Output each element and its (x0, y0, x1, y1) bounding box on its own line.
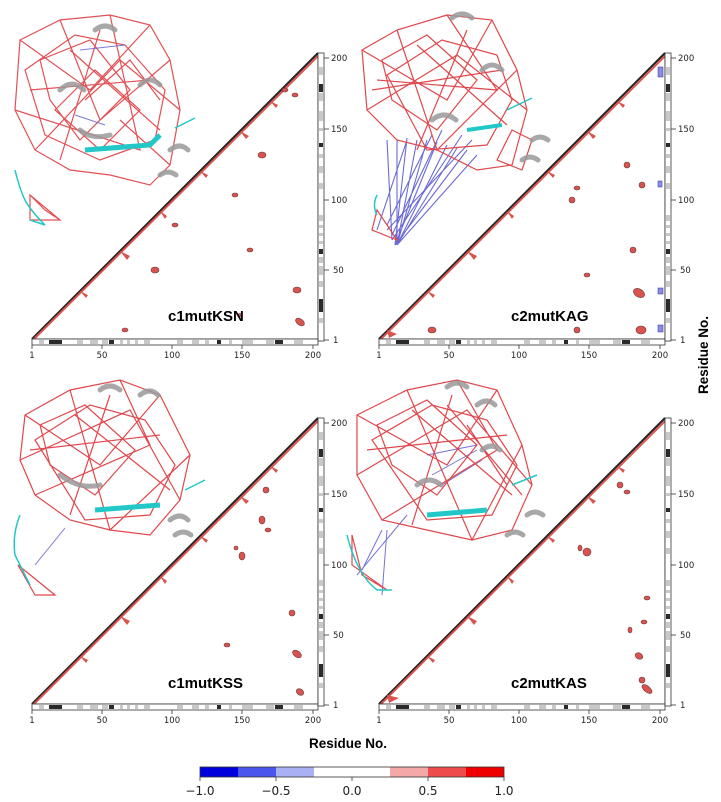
contour-map (121, 87, 305, 333)
x-tick-150: 150 (581, 351, 597, 361)
y-tick-100: 100 (678, 196, 694, 206)
x-axis-title: Residue No. (309, 736, 387, 751)
y-tick-100: 100 (331, 196, 347, 206)
x-tick-100: 100 (164, 351, 180, 361)
y-axis (671, 57, 676, 341)
y-tick-200: 200 (678, 419, 694, 429)
x-tick-50: 50 (444, 716, 455, 726)
y-tick-100: 100 (331, 561, 347, 571)
x-tick-150: 150 (234, 716, 250, 726)
x-tick-1: 1 (29, 351, 34, 361)
y-tick-150: 150 (331, 125, 347, 135)
x-axis (31, 345, 314, 349)
x-tick-100: 100 (511, 351, 527, 361)
y-tick-50: 50 (680, 631, 691, 641)
panel-c2mutKAG: 1 50 100 150 200 1 50 100 150 200 c2mutK… (361, 11, 694, 361)
panel-c2mutKAS: 1 50 100 150 200 1 50 100 150 200 c2mutK… (346, 379, 694, 726)
diagonal-band (378, 52, 666, 340)
contour-map (223, 486, 305, 696)
x-tick-1: 1 (376, 716, 381, 726)
y-tick-200: 200 (678, 54, 694, 64)
diagonal-band (378, 417, 666, 705)
protein-structure (13, 379, 206, 596)
panel-label: c1mutKSN (168, 308, 244, 325)
colorbar-label-neg1: −1.0 (185, 784, 214, 798)
y-tick-50: 50 (680, 266, 691, 276)
colorbar-label-neg05: −0.5 (261, 784, 290, 798)
y-tick-1: 1 (333, 336, 338, 346)
x-tick-100: 100 (511, 716, 527, 726)
y-axis (671, 422, 676, 706)
negative-contours (657, 66, 664, 333)
x-tick-1: 1 (376, 351, 381, 361)
panel-c1mutKSS: 1 50 100 150 200 1 50 100 150 200 c1mutK… (13, 379, 347, 726)
y-tick-100: 100 (678, 561, 694, 571)
y-tick-1: 1 (680, 701, 685, 711)
protein-structure (14, 14, 196, 226)
x-tick-50: 50 (97, 716, 108, 726)
colorbar-label-1: 1.0 (494, 784, 513, 798)
x-tick-150: 150 (581, 716, 597, 726)
panel-c1mutKSN: 1 50 100 150 200 1 50 100 150 200 c1mutK… (14, 14, 347, 361)
colorbar-label-05: 0.5 (418, 784, 437, 798)
panel-label: c2mutKAS (511, 675, 587, 692)
y-tick-150: 150 (678, 490, 694, 500)
x-tick-200: 200 (652, 351, 668, 361)
y-tick-150: 150 (331, 490, 347, 500)
panel-label: c2mutKAG (511, 308, 589, 325)
y-axis (324, 422, 329, 706)
x-tick-50: 50 (444, 351, 455, 361)
x-axis (31, 710, 314, 714)
colorbar: −1.0 −0.5 0.0 0.5 1.0 (185, 766, 514, 798)
contour-map (427, 161, 647, 335)
x-tick-100: 100 (164, 716, 180, 726)
protein-structure (346, 379, 546, 596)
x-axis (378, 345, 661, 349)
x-axis (378, 710, 661, 714)
y-tick-200: 200 (331, 419, 347, 429)
y-tick-1: 1 (680, 336, 685, 346)
y-tick-1: 1 (333, 701, 338, 711)
x-tick-50: 50 (97, 351, 108, 361)
diagonal-band (31, 52, 319, 340)
colorbar-label-0: 0.0 (342, 784, 361, 798)
x-tick-150: 150 (234, 351, 250, 361)
diagonal-band (31, 417, 319, 705)
y-tick-50: 50 (333, 266, 344, 276)
x-tick-200: 200 (305, 716, 321, 726)
protein-structure (361, 11, 551, 246)
x-tick-200: 200 (305, 351, 321, 361)
y-tick-150: 150 (678, 125, 694, 135)
y-axis-title: Residue No. (696, 316, 711, 394)
y-tick-200: 200 (331, 54, 347, 64)
panel-label: c1mutKSS (168, 675, 243, 692)
x-tick-1: 1 (29, 716, 34, 726)
contour-map (577, 481, 653, 694)
x-tick-200: 200 (652, 716, 668, 726)
y-tick-50: 50 (333, 631, 344, 641)
y-axis (324, 57, 329, 341)
